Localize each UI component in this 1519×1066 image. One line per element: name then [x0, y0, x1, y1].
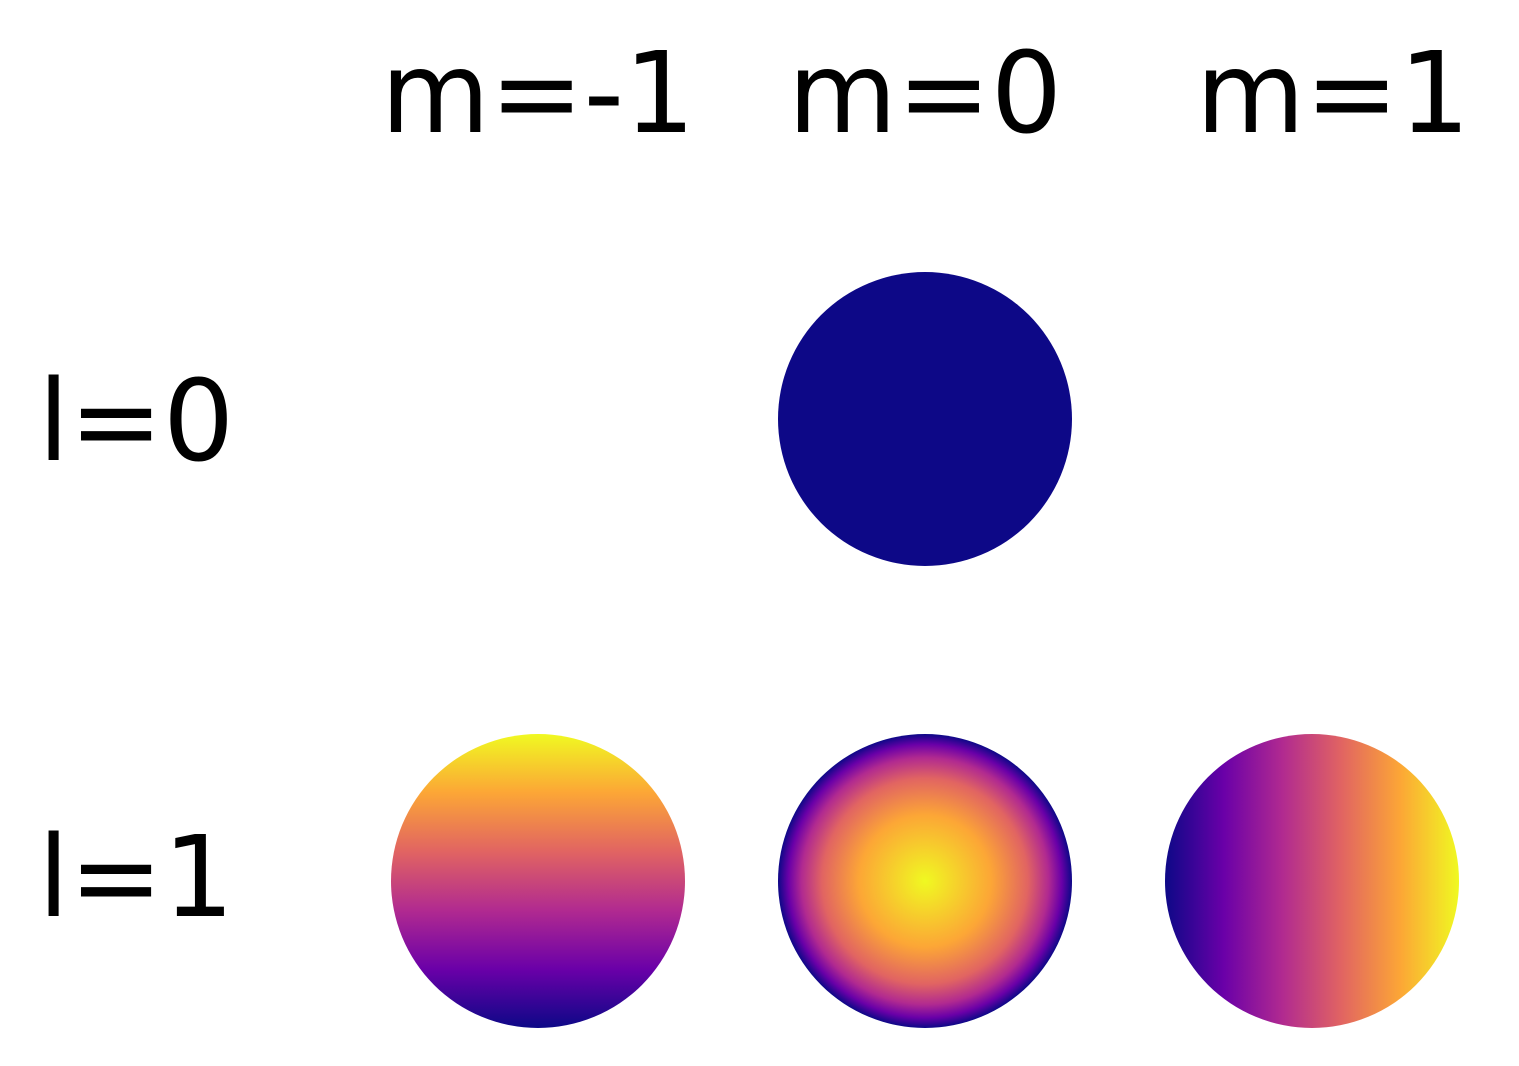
harmonic-disk-l1-m1	[1165, 734, 1459, 1028]
row-label-l-0: l=0	[38, 357, 235, 487]
harmonic-disk-l1-m0	[778, 734, 1072, 1028]
column-label-m-1: m=1	[1195, 29, 1471, 159]
column-label-m-minus-1: m=-1	[380, 29, 696, 159]
harmonic-disk-l0-m0	[778, 272, 1072, 566]
harmonic-disk-l1-m-minus-1	[391, 734, 685, 1028]
column-label-m-0: m=0	[787, 29, 1063, 159]
row-label-l-1: l=1	[38, 813, 235, 943]
